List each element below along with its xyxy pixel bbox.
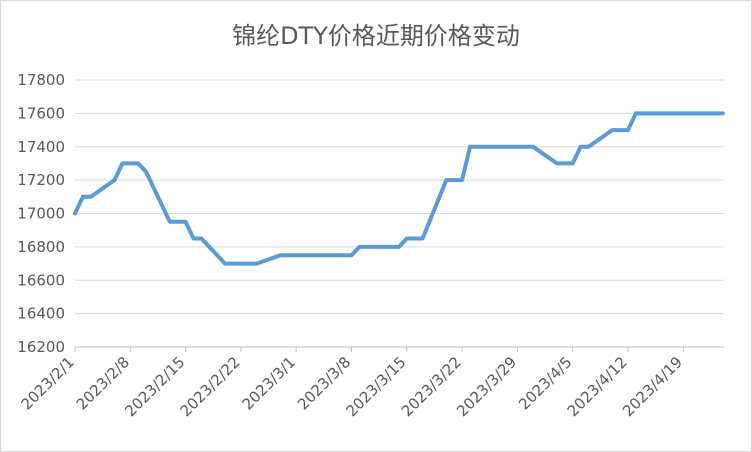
chart-title: 锦纶DTY价格近期价格变动 xyxy=(232,22,520,50)
y-tick-label: 16800 xyxy=(17,238,65,256)
y-tick-label: 17400 xyxy=(17,138,65,156)
y-tick-label: 16200 xyxy=(17,338,65,356)
y-tick-label: 17200 xyxy=(17,171,65,189)
y-tick-label: 17800 xyxy=(17,71,65,89)
x-tick-label: 2023/2/22 xyxy=(177,353,244,420)
x-tick-label: 2023/3/29 xyxy=(453,353,520,420)
y-tick-label: 16600 xyxy=(17,271,65,289)
x-tick-label: 2023/3/1 xyxy=(239,353,299,413)
x-tick-label: 2023/4/19 xyxy=(619,353,686,420)
y-tick-label: 17000 xyxy=(17,205,65,223)
y-tick-label: 16400 xyxy=(17,305,65,323)
x-tick-label: 2023/2/1 xyxy=(17,353,77,413)
y-tick-label: 17600 xyxy=(17,104,65,122)
price-series-line xyxy=(73,111,725,266)
